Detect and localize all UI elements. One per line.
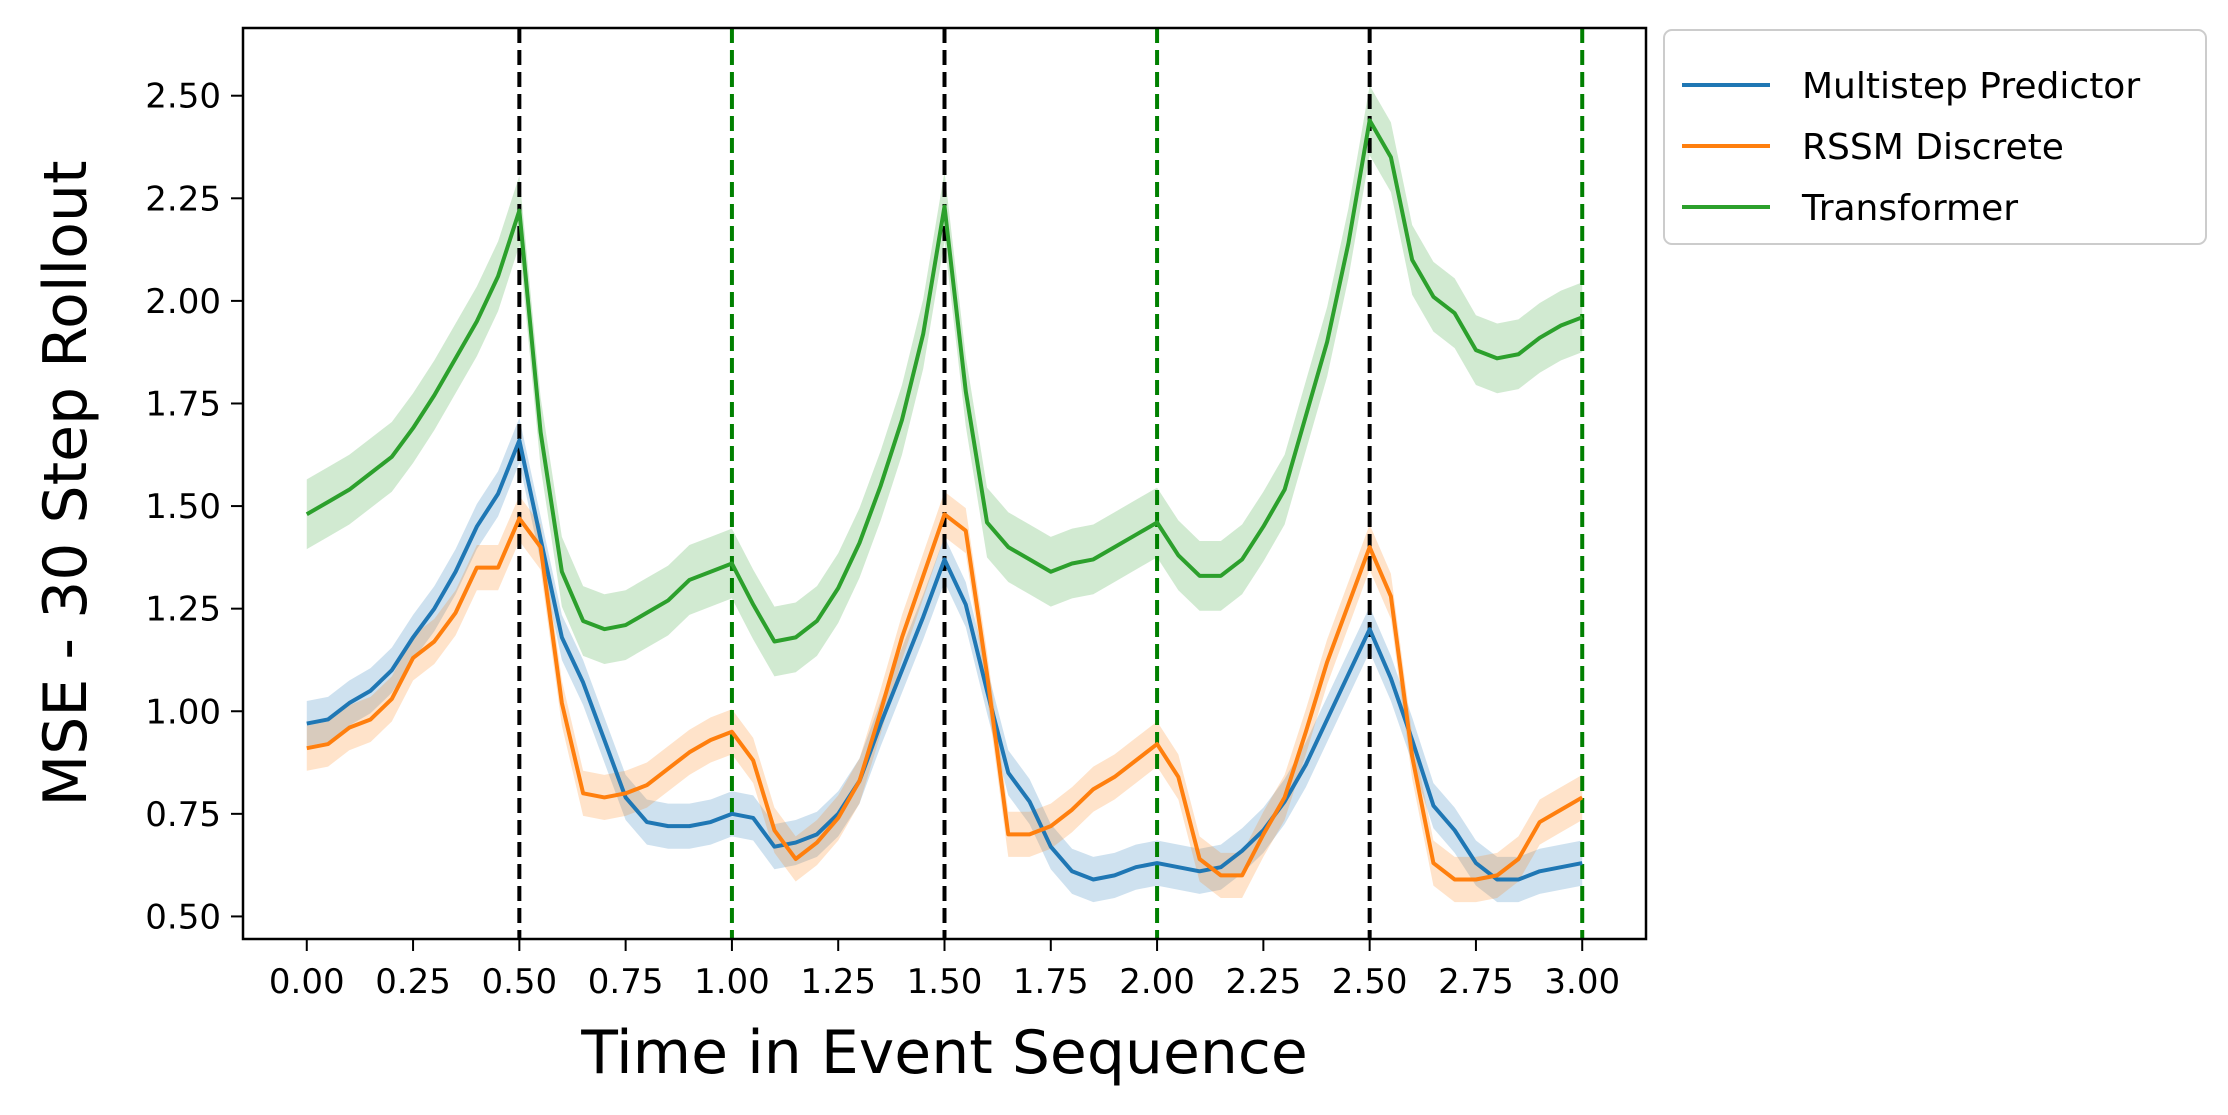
series-line-0 — [306, 438, 1583, 882]
x-axis-ticks: 0.00 0.25 0.50 0.75 1.00 1.25 1.50 1.75 2.00 2.25… — [269, 939, 1620, 1002]
legend-label-2: Transformer — [1801, 188, 2018, 229]
x-tick-label-0: 0.00 — [269, 962, 345, 1002]
x-tick-label-11: 2.75 — [1438, 962, 1514, 1002]
x-tick-label-8: 2.00 — [1119, 962, 1195, 1002]
y-tick-label-8: 2.50 — [145, 77, 221, 117]
y-tick-label-2: 1.00 — [145, 692, 221, 732]
y-tick-label-3: 1.25 — [145, 590, 221, 630]
x-tick-label-4: 1.00 — [694, 962, 770, 1002]
y-axis-label: MSE - 30 Step Rollout — [31, 161, 101, 807]
y-tick-label-5: 1.75 — [145, 384, 221, 424]
legend: Multistep Predictor RSSM Discrete Transfor… — [1663, 29, 2207, 245]
event-markers — [517, 28, 1585, 939]
legend-label-1: RSSM Discrete — [1802, 127, 2064, 168]
x-tick-label-10: 2.50 — [1332, 962, 1408, 1002]
series-lines — [305, 118, 1584, 882]
series-line-1 — [306, 512, 1584, 882]
x-tick-label-1: 0.25 — [375, 962, 451, 1002]
x-tick-label-5: 1.25 — [800, 962, 876, 1002]
y-tick-label-7: 2.25 — [145, 179, 221, 219]
y-tick-label-1: 0.75 — [145, 795, 221, 835]
x-tick-label-12: 3.00 — [1544, 962, 1620, 1002]
x-tick-label-7: 1.75 — [1013, 962, 1089, 1002]
series-line-2 — [305, 118, 1583, 644]
x-tick-label-2: 0.50 — [481, 962, 557, 1002]
x-tick-label-9: 2.25 — [1226, 962, 1302, 1002]
y-tick-label-4: 1.50 — [145, 487, 221, 527]
legend-label-0: Multistep Predictor — [1802, 66, 2140, 107]
x-tick-label-6: 1.50 — [907, 962, 983, 1002]
y-tick-label-6: 2.00 — [145, 282, 221, 322]
y-tick-label-0: 0.50 — [145, 897, 221, 937]
band-series-0 — [306, 417, 1583, 903]
y-axis-ticks: 0.50 0.75 1.00 1.25 1.50 1.75 2.00 2.25 2.50 — [145, 77, 243, 937]
x-axis-label: Time in Event Sequence — [580, 1018, 1308, 1088]
x-tick-label-3: 0.75 — [588, 962, 664, 1002]
legend-box — [1663, 29, 2207, 245]
